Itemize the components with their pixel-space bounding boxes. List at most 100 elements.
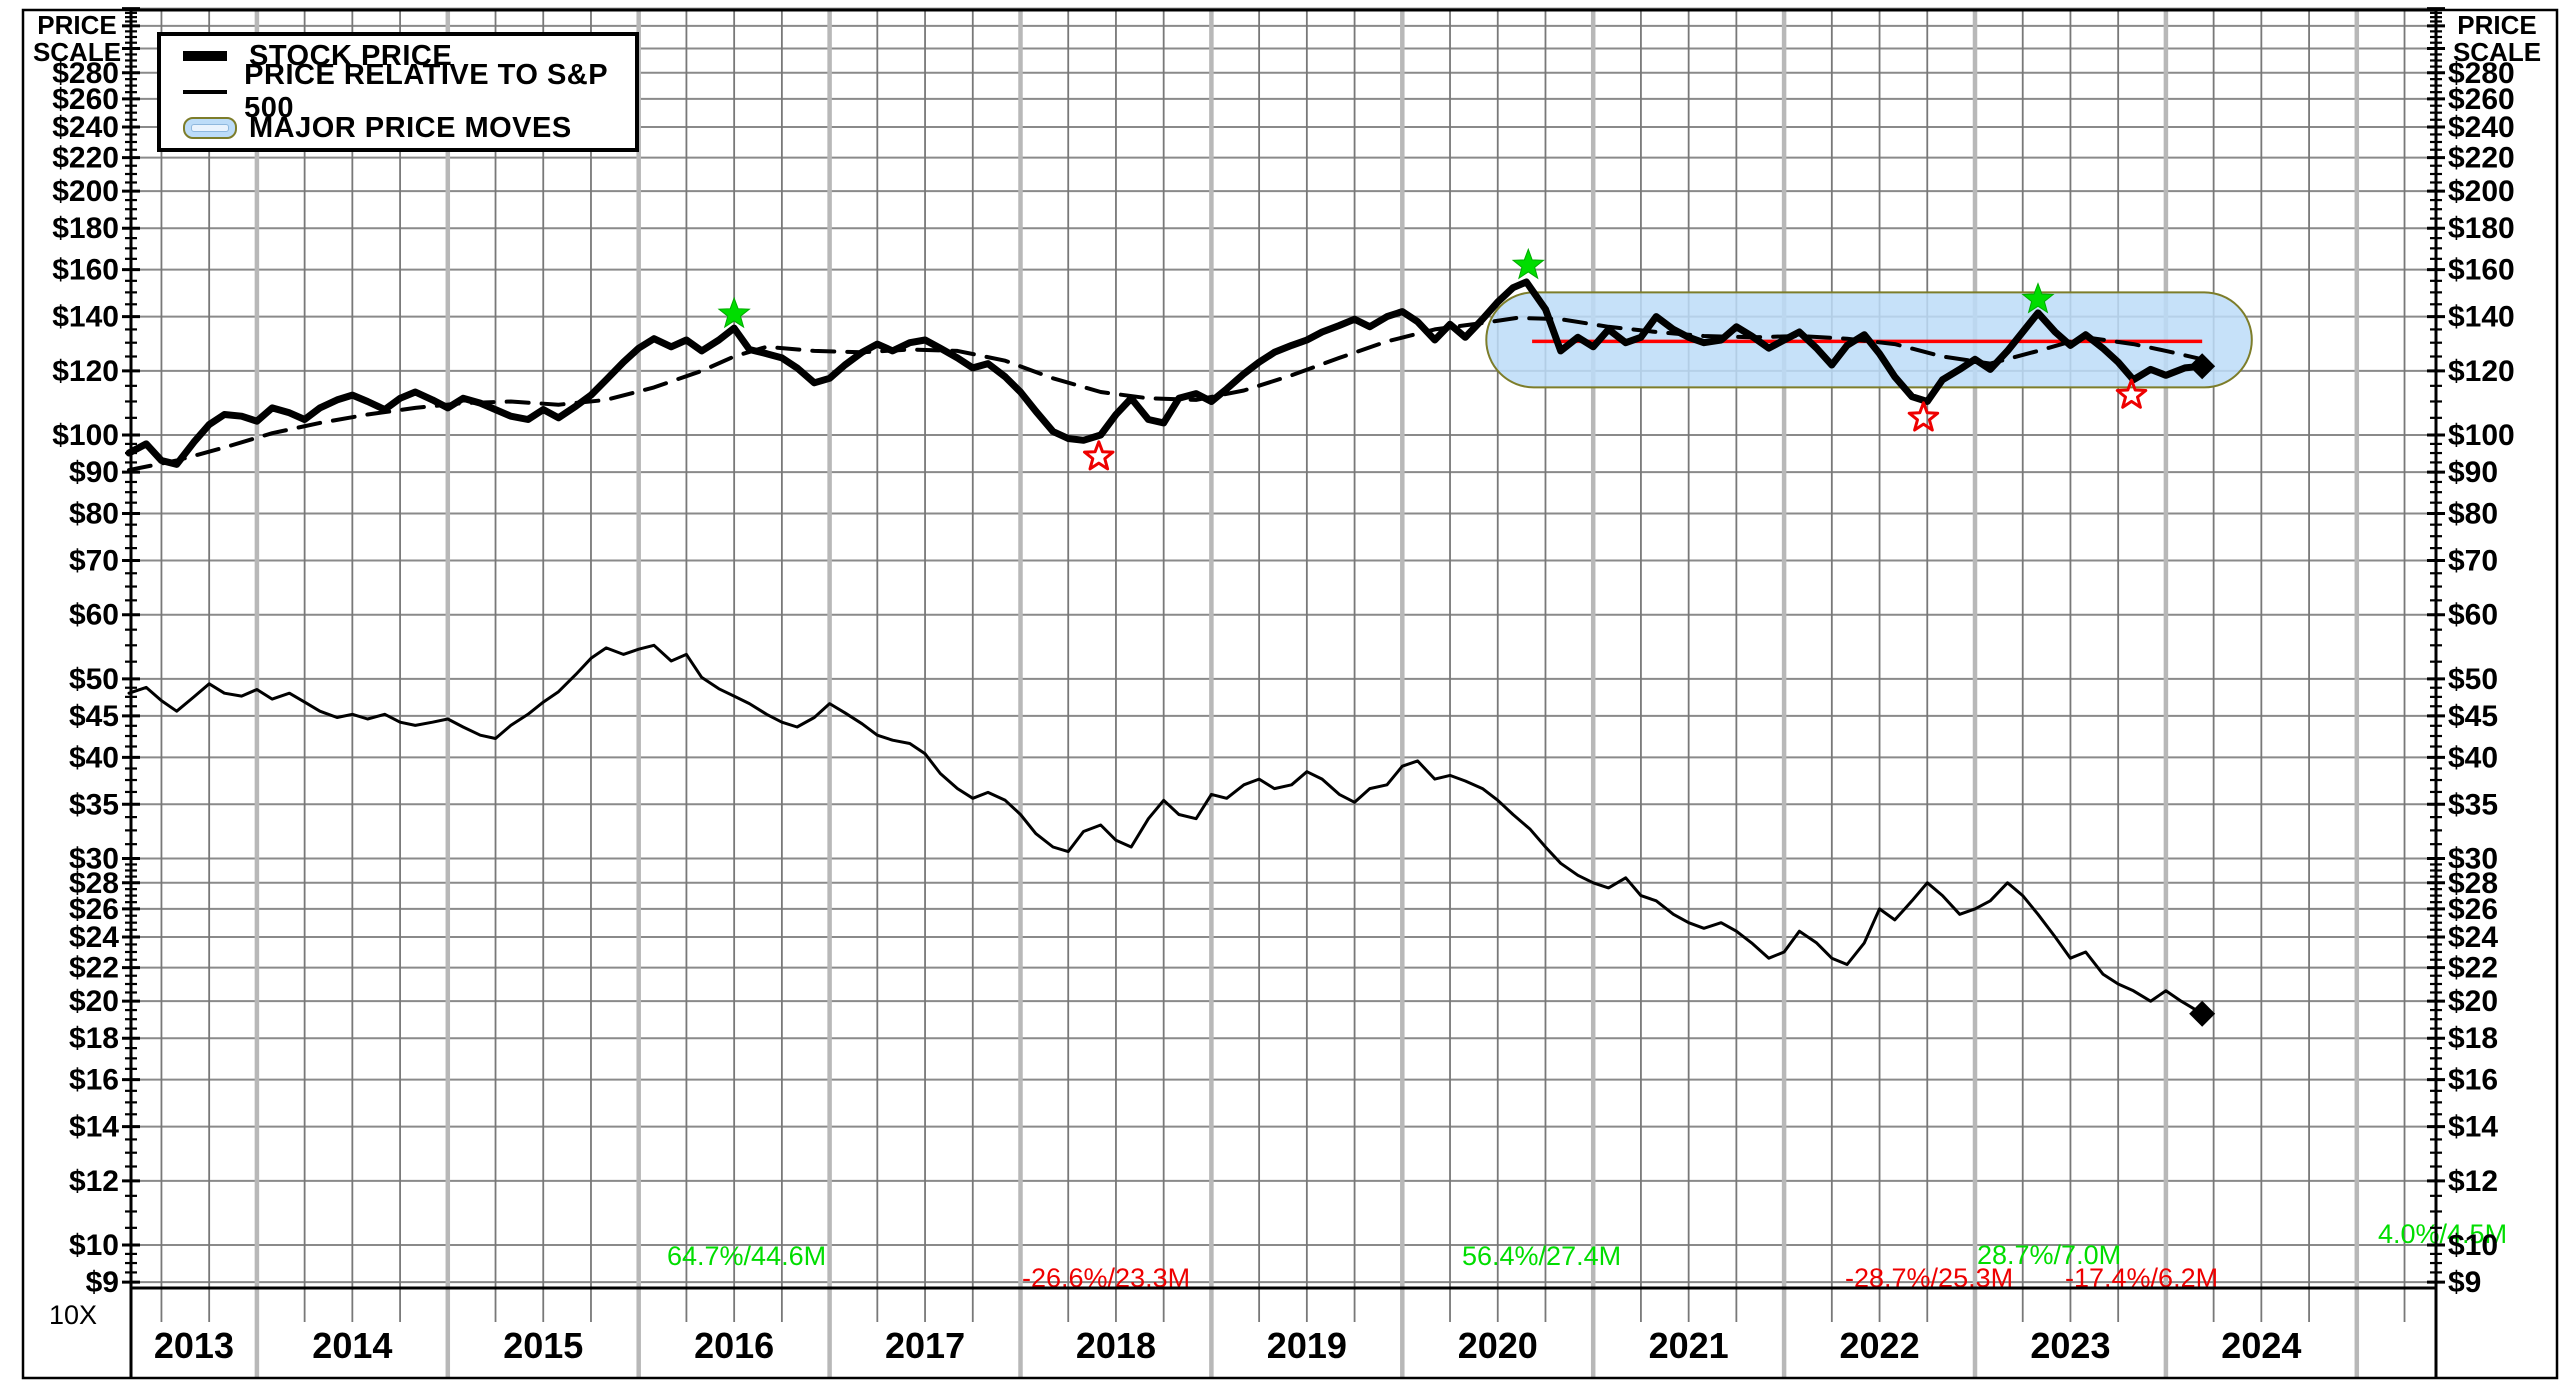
price-label-right: $70 bbox=[2448, 544, 2498, 577]
price-label-right: $12 bbox=[2448, 1165, 2498, 1198]
price-label-right: $45 bbox=[2448, 700, 2498, 733]
legend-label-stock-price: STOCK PRICE bbox=[249, 39, 453, 72]
year-label: 2024 bbox=[2221, 1325, 2301, 1366]
price-label-left: $120 bbox=[52, 355, 119, 388]
move-annotation: 64.7%/44.6M bbox=[667, 1241, 826, 1271]
price-label-left: $50 bbox=[69, 663, 119, 696]
price-label-right: $260 bbox=[2448, 83, 2515, 116]
legend-row-major-price-moves: MAJOR PRICE MOVES bbox=[183, 111, 635, 145]
move-annotation: 56.4%/27.4M bbox=[1462, 1241, 1621, 1271]
price-label-left: $12 bbox=[69, 1165, 119, 1198]
peak-star-icon bbox=[717, 296, 751, 329]
price-label-right: $280 bbox=[2448, 57, 2515, 90]
price-label-left: $30 bbox=[69, 843, 119, 876]
price-label-right: $80 bbox=[2448, 497, 2498, 530]
latest-point-diamond-icon bbox=[2189, 1000, 2216, 1027]
legend-label-major-price-moves: MAJOR PRICE MOVES bbox=[249, 111, 572, 144]
price-label-left: $70 bbox=[69, 544, 119, 577]
price-label-left: $10 bbox=[69, 1229, 119, 1262]
price-label-right: $20 bbox=[2448, 985, 2498, 1018]
price-label-left: $90 bbox=[69, 456, 119, 489]
plot-border bbox=[129, 8, 2438, 1290]
price-label-left: $220 bbox=[52, 142, 119, 175]
price-label-left: $240 bbox=[52, 111, 119, 144]
blue-pill-swatch-icon bbox=[183, 117, 249, 139]
price-label-left: $160 bbox=[52, 254, 119, 287]
price-label-right: $26 bbox=[2448, 893, 2498, 926]
trough-star-icon bbox=[2115, 378, 2148, 409]
price-label-right: $16 bbox=[2448, 1064, 2498, 1097]
price-label-left: $16 bbox=[69, 1064, 119, 1097]
price-label-left: $28 bbox=[69, 867, 119, 900]
price-label-right: $50 bbox=[2448, 663, 2498, 696]
price-label-right: $180 bbox=[2448, 212, 2515, 245]
price-label-right: $240 bbox=[2448, 111, 2515, 144]
price-label-right: $200 bbox=[2448, 175, 2515, 208]
price-label-left: $260 bbox=[52, 83, 119, 116]
price-label-left: $14 bbox=[69, 1111, 119, 1144]
move-annotation: 28.7%/7.0M bbox=[1977, 1240, 2121, 1270]
year-label: 2016 bbox=[694, 1325, 774, 1366]
year-label: 2020 bbox=[1458, 1325, 1538, 1366]
thick-line-swatch-icon bbox=[183, 51, 249, 61]
year-label: 2018 bbox=[1076, 1325, 1156, 1366]
year-label: 2013 bbox=[154, 1325, 234, 1366]
price-label-right: $35 bbox=[2448, 788, 2498, 821]
latest-point-diamond-icon bbox=[2189, 353, 2216, 380]
price-label-left: $24 bbox=[69, 921, 119, 954]
price-label-left: $40 bbox=[69, 741, 119, 774]
price-label-left: $9 bbox=[86, 1266, 119, 1299]
peak-star-icon bbox=[1511, 247, 1545, 280]
price-label-right: $22 bbox=[2448, 952, 2498, 985]
price-label-right: $90 bbox=[2448, 456, 2498, 489]
price-label-right: $60 bbox=[2448, 599, 2498, 632]
price-scale-title-right: PRICE SCALE bbox=[2452, 10, 2542, 67]
price-label-right: $140 bbox=[2448, 301, 2515, 334]
price-label-left: $20 bbox=[69, 985, 119, 1018]
price-label-left: $26 bbox=[69, 893, 119, 926]
price-label-right: $24 bbox=[2448, 921, 2498, 954]
price-label-right: $160 bbox=[2448, 254, 2515, 287]
trough-star-icon bbox=[1083, 440, 1115, 471]
year-label: 2019 bbox=[1267, 1325, 1347, 1366]
legend-row-stock-price: STOCK PRICE bbox=[183, 39, 635, 73]
price-label-left: $60 bbox=[69, 599, 119, 632]
price-scale-title-left: PRICE SCALE bbox=[32, 10, 122, 67]
price-label-left: $280 bbox=[52, 57, 119, 90]
price-label-right: $28 bbox=[2448, 867, 2498, 900]
price-label-left: $180 bbox=[52, 212, 119, 245]
trough-star-icon bbox=[1907, 401, 1940, 432]
legend-label-price-relative: PRICE RELATIVE TO S&P 500 bbox=[244, 59, 608, 124]
price-label-left: $80 bbox=[69, 497, 119, 530]
price-label-right: $100 bbox=[2448, 419, 2515, 452]
year-label: 2015 bbox=[503, 1325, 583, 1366]
price-label-left: $140 bbox=[52, 301, 119, 334]
peak-star-icon bbox=[2021, 282, 2055, 314]
price-label-right: $220 bbox=[2448, 142, 2515, 175]
year-label: 2022 bbox=[1840, 1325, 1920, 1366]
price-label-right: $120 bbox=[2448, 355, 2515, 388]
price-label-right: $14 bbox=[2448, 1111, 2498, 1144]
scale-multiplier-label: 10X bbox=[48, 1300, 98, 1330]
price-label-left: $45 bbox=[69, 700, 119, 733]
year-label: 2023 bbox=[2030, 1325, 2110, 1366]
price-label-left: $22 bbox=[69, 952, 119, 985]
price-label-left: $18 bbox=[69, 1022, 119, 1055]
price-label-left: $100 bbox=[52, 419, 119, 452]
price-label-right: $10 bbox=[2448, 1229, 2498, 1262]
legend-box: STOCK PRICE PRICE RELATIVE TO S&P 500 MA… bbox=[157, 32, 639, 152]
thin-line-swatch-icon bbox=[183, 90, 244, 94]
price-label-right: $9 bbox=[2448, 1266, 2481, 1299]
legend-row-price-relative: PRICE RELATIVE TO S&P 500 bbox=[183, 59, 635, 124]
price-label-right: $30 bbox=[2448, 843, 2498, 876]
price-label-right: $40 bbox=[2448, 741, 2498, 774]
price-label-right: $18 bbox=[2448, 1022, 2498, 1055]
year-label: 2017 bbox=[885, 1325, 965, 1366]
year-label: 2021 bbox=[1649, 1325, 1729, 1366]
price-label-left: $35 bbox=[69, 788, 119, 821]
year-label: 2014 bbox=[312, 1325, 392, 1366]
stock-price-line bbox=[125, 278, 2206, 468]
